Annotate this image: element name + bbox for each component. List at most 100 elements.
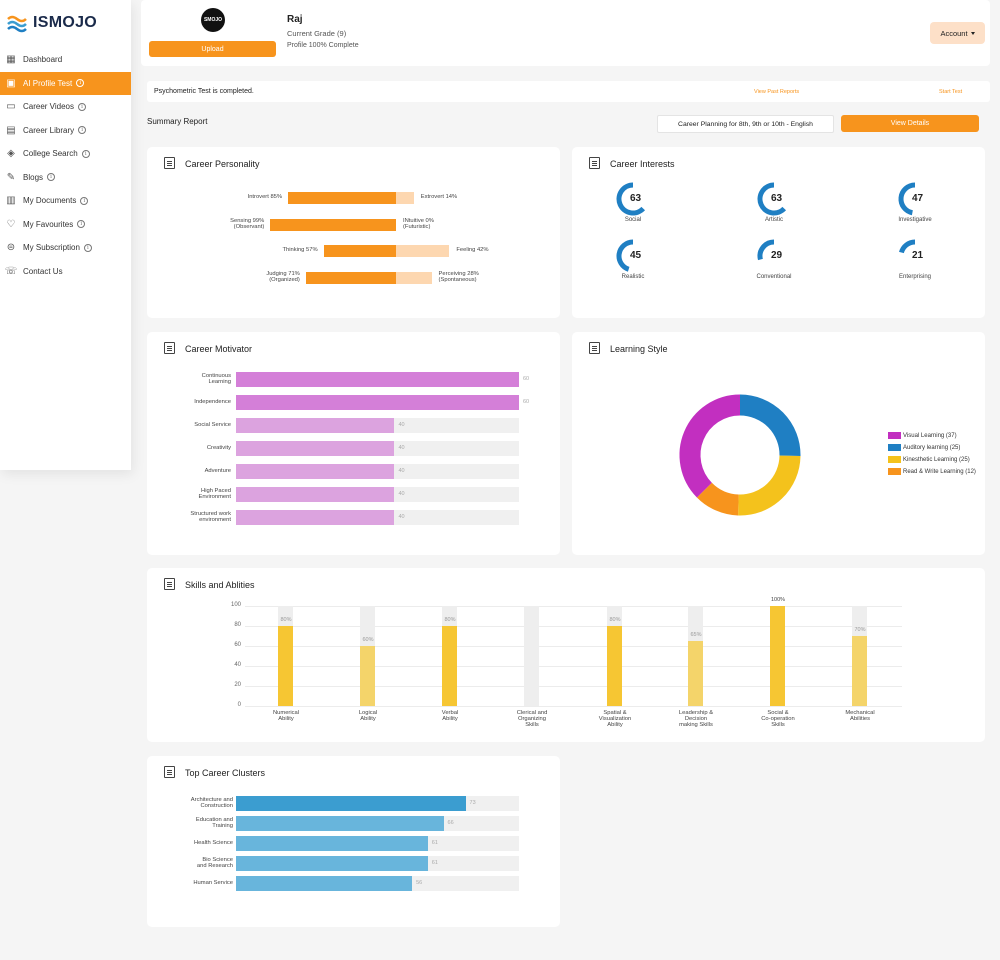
report-icon [164, 342, 175, 354]
sidebar-item-my-subscription[interactable]: ⊜ My Subscription i [0, 236, 131, 260]
y-tick-label: 60 [234, 642, 241, 648]
view-past-reports-link[interactable]: View Past Reports [754, 89, 800, 95]
skill-category-label: Leadership & Decision making Skills [678, 710, 714, 729]
sidebar-item-my-documents[interactable]: ▥ My Documents i [0, 189, 131, 213]
motivator-value: 60 [523, 376, 530, 382]
card-title: Career Personality [185, 159, 260, 169]
sidebar-item-blogs[interactable]: ✎ Blogs i [0, 166, 131, 190]
blog-icon: ✎ [6, 171, 16, 183]
sidebar-item-ai-profile-test[interactable]: ▣ AI Profile Test i [0, 71, 131, 95]
motivator-value: 40 [398, 468, 405, 474]
y-tick-label: 0 [237, 702, 241, 708]
brand-logo[interactable]: ISMOJO [6, 12, 97, 34]
skill-value-label: 100% [770, 597, 786, 603]
motivator-label: Adventure [204, 468, 231, 474]
sidebar-item-career-library[interactable]: ▤ Career Library i [0, 119, 131, 143]
interest-score: 45 [630, 250, 642, 261]
report-icon [589, 342, 600, 354]
personality-right-label: INtuitive 0% (Futuristic) [403, 218, 434, 231]
info-icon[interactable]: i [78, 126, 87, 135]
personality-right-label: Extrovert 14% [420, 194, 458, 200]
sidebar-item-career-videos[interactable]: ▭ Career Videos i [0, 95, 131, 119]
legend-item: Auditory learning (25) [888, 444, 960, 451]
personality-bar-left [288, 192, 396, 204]
interest-ring-arc [757, 239, 775, 261]
info-icon[interactable]: i [76, 79, 85, 88]
personality-bar-right [396, 272, 432, 284]
info-icon[interactable]: i [83, 243, 92, 252]
brand-name: ISMOJO [33, 14, 98, 31]
interest-gauge: 45 Realistic [612, 236, 672, 286]
personality-row: Thinking 57% Feeling 42% [147, 244, 560, 258]
sidebar-item-label: Blogs [23, 172, 44, 182]
interest-ring [757, 239, 775, 261]
interest-ring [757, 182, 787, 216]
skill-bar [607, 626, 622, 706]
view-details-button[interactable]: View Details [841, 115, 979, 132]
start-test-link[interactable]: Start Test [939, 89, 963, 95]
interest-ring [616, 239, 634, 272]
avatar[interactable]: SMOJO [201, 8, 225, 32]
cluster-label: Human Service [193, 880, 233, 886]
skill-bar [852, 636, 867, 706]
skill-category-label: Mechanical Abilities [845, 710, 875, 723]
personality-row: Judging 71% (Organized) Perceiving 28% (S… [147, 271, 560, 285]
sidebar-item-college-search[interactable]: ◈ College Search i [0, 142, 131, 166]
skill-bar-background [524, 606, 539, 706]
personality-bar-left [305, 272, 396, 284]
cluster-label: Education and Training [195, 817, 233, 830]
personality-row: Sensing 99% (Observant) INtuitive 0% (Fut… [147, 218, 560, 232]
motivator-label: Creativity [206, 445, 231, 451]
sidebar-item-my-favourites[interactable]: ♡ My Favourites i [0, 213, 131, 237]
sidebar-item-contact-us[interactable]: ☏ Contact Us [0, 260, 131, 284]
skill-bar [360, 646, 375, 706]
cluster-label: Architecture and Construction [190, 797, 233, 810]
interest-label: Social [624, 217, 642, 223]
legend-swatch [888, 444, 901, 451]
sidebar-item-dashboard[interactable]: ▦ Dashboard [0, 48, 131, 72]
account-dropdown-button[interactable]: Account [930, 22, 985, 44]
sidebar-item-label: AI Profile Test [23, 78, 73, 88]
motivator-label: Structured work environment [190, 511, 231, 524]
career-planning-select[interactable]: Career Planning for 8th, 9th or 10th - E… [657, 115, 834, 133]
info-icon[interactable]: i [81, 149, 90, 158]
skill-category-label: Numerical Ability [272, 710, 300, 723]
motivator-value: 40 [398, 445, 405, 451]
personality-bar-left [323, 245, 396, 257]
gridline [245, 626, 902, 627]
y-tick-label: 20 [234, 682, 241, 688]
interest-ring-arc [899, 239, 916, 254]
info-icon[interactable]: i [80, 196, 89, 205]
motivator-label: High Paced Environment [198, 488, 231, 501]
motivator-bar [236, 487, 395, 502]
cluster-bar [236, 836, 428, 851]
skill-category-label: Verbal Ability [441, 710, 459, 723]
skill-value-label: 80% [609, 617, 621, 623]
library-icon: ▤ [6, 124, 16, 136]
skill-value-label: 65% [690, 632, 702, 638]
card-title: Career Interests [610, 159, 675, 169]
interest-gauge: 47 Investigative [894, 179, 954, 229]
motivator-label: Independence [194, 399, 231, 405]
upload-button[interactable]: Upload [149, 41, 276, 57]
info-icon[interactable]: i [77, 220, 86, 229]
motivator-bar [236, 372, 519, 387]
card-title: Learning Style [610, 344, 668, 354]
skill-category-label: Clerical and Organizing Skills [516, 710, 548, 729]
personality-left-label: Introvert 85% [247, 194, 283, 200]
sidebar-item-label: Career Library [23, 125, 75, 135]
motivator-bar-track [236, 510, 519, 525]
interest-gauge: 29 Conventional [753, 236, 813, 286]
info-icon[interactable]: i [47, 173, 56, 182]
info-icon[interactable]: i [78, 102, 86, 111]
interest-label: Enterprising [898, 274, 931, 280]
cluster-label: Bio Science and Research [196, 857, 233, 870]
legend-swatch [888, 468, 901, 475]
motivator-value: 40 [398, 514, 405, 520]
skill-category-label: Logical Ability [358, 710, 378, 723]
learning-style-slice [738, 455, 801, 516]
interest-label: Investigative [898, 217, 932, 223]
motivator-bar-track [236, 487, 519, 502]
sidebar-item-label: Dashboard [23, 55, 63, 65]
motivator-bar [236, 441, 395, 456]
